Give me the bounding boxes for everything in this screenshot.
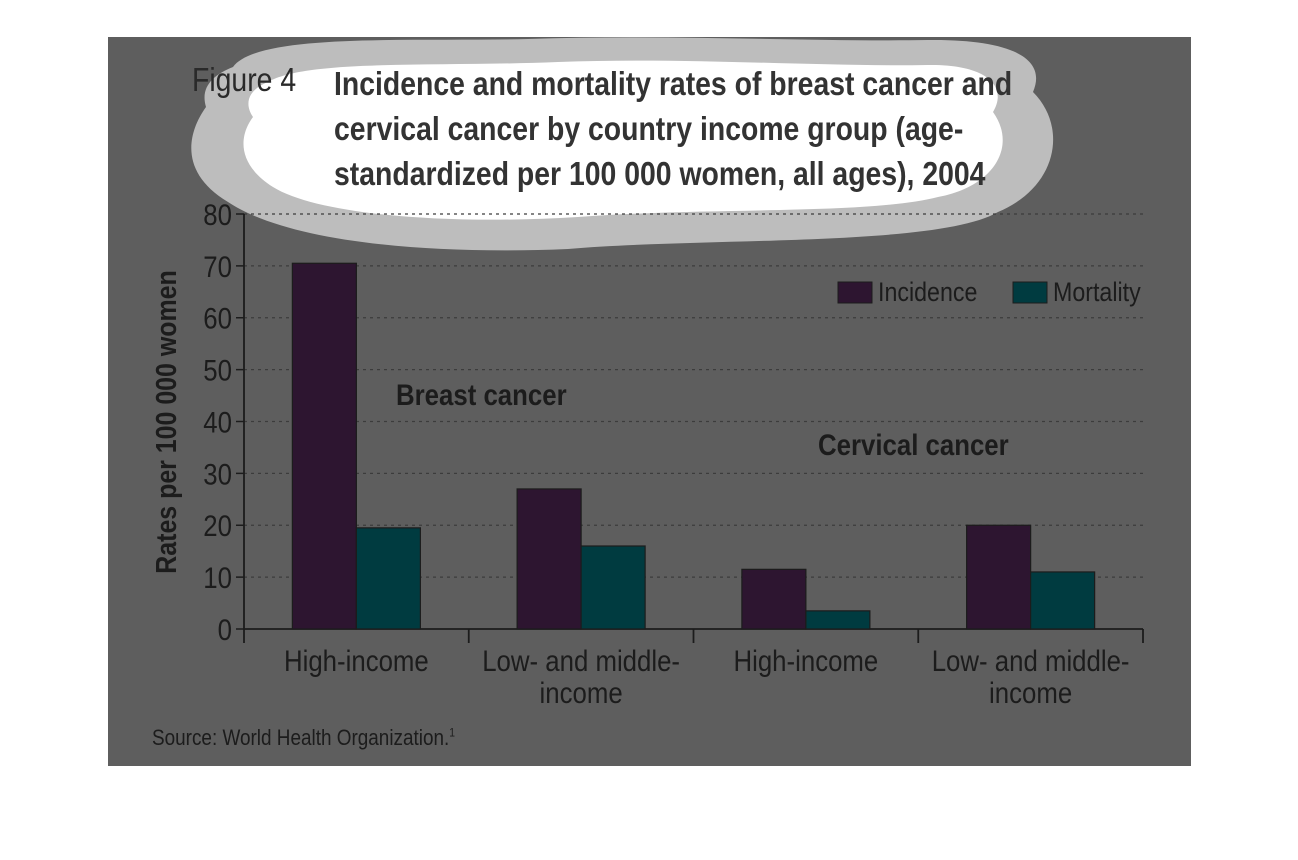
legend-label: Mortality [1053,277,1141,307]
y-tick-label: 10 [203,561,232,594]
x-tick-label: income [540,676,623,709]
bar-mortality [1030,571,1096,630]
x-tick-label: Low- and middle- [482,644,680,677]
y-tick-label: 70 [203,250,232,283]
y-tick-label: 30 [203,458,232,491]
y-tick-label: 0 [218,613,232,646]
y-tick-label: 80 [203,198,232,231]
x-tick-label: income [989,676,1072,709]
group-label: Breast cancer [396,378,567,411]
x-tick-label: High-income [733,644,878,677]
bar-incidence [291,262,357,630]
group-label: Cervical cancer [818,428,1009,461]
bar-mortality [355,527,421,630]
bar-incidence [741,568,807,630]
x-tick-label: High-income [284,644,429,677]
y-tick-label: 40 [203,406,232,439]
chart-title: Incidence and mortality rates of breast … [334,65,1013,192]
bar-chart: 0 10 20 30 40 50 60 70 80 Rates per 100 000 women… [150,198,1144,709]
legend-label: Incidence [878,277,977,307]
y-tick-label: 50 [203,354,232,387]
legend-swatch [837,281,873,304]
title-highlight [191,37,1054,251]
figure-number: Figure 4 [192,61,297,98]
source-text: Source: World Health Organization. [152,725,450,750]
bar-incidence [516,488,582,630]
y-tick-label: 20 [203,509,232,542]
bar-incidence [966,524,1032,630]
source-reference: 1 [449,725,456,740]
y-tick-label: 60 [203,302,232,335]
y-axis-title: Rates per 100 000 women [150,270,182,573]
legend-swatch [1012,281,1048,304]
bar-mortality [580,545,646,630]
x-tick-label: Low- and middle- [932,644,1130,677]
source-note: Source: World Health Organization.1 [152,725,455,751]
bar-mortality [805,610,871,630]
chart-panel: Figure 4 Incidence and mortality rates o… [108,37,1191,766]
